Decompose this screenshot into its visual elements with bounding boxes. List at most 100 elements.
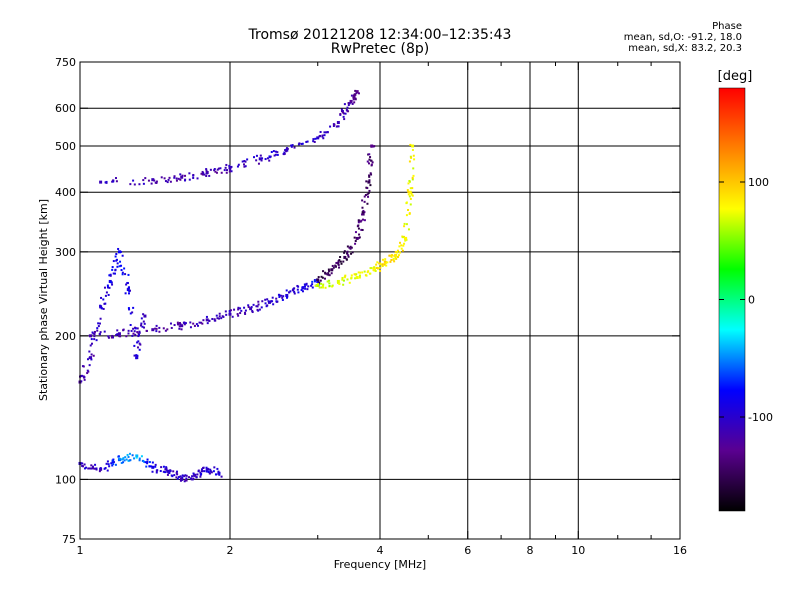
data-point: [331, 264, 334, 267]
data-point: [135, 354, 138, 357]
data-point: [142, 182, 145, 185]
data-point: [340, 262, 343, 265]
data-point: [99, 331, 102, 334]
data-point: [100, 296, 103, 299]
data-point: [205, 172, 208, 175]
data-point: [117, 332, 121, 336]
data-point: [218, 312, 221, 315]
data-point: [222, 315, 225, 318]
data-point: [252, 303, 255, 306]
data-point: [390, 255, 393, 258]
data-point: [210, 471, 213, 474]
data-point: [355, 276, 359, 280]
data-point: [352, 98, 355, 101]
data-point: [92, 467, 95, 470]
data-point: [338, 282, 341, 285]
data-point: [282, 295, 285, 298]
data-point: [138, 334, 141, 337]
data-point: [246, 158, 249, 161]
data-point: [369, 156, 372, 159]
data-point: [103, 330, 106, 333]
data-point: [354, 240, 357, 243]
data-point: [112, 272, 115, 275]
data-point: [305, 282, 308, 285]
data-point: [321, 284, 324, 287]
data-point: [178, 325, 181, 328]
data-point: [324, 286, 327, 289]
data-point: [95, 339, 98, 342]
data-point: [346, 106, 349, 109]
data-point: [88, 467, 91, 470]
data-point: [244, 309, 247, 312]
data-point: [111, 268, 114, 271]
data-point: [192, 176, 195, 179]
data-point: [179, 475, 182, 478]
data-point: [336, 121, 340, 125]
data-point: [265, 305, 268, 308]
data-point: [172, 470, 175, 473]
data-point: [164, 180, 167, 183]
data-point: [120, 250, 123, 253]
data-point: [395, 257, 398, 260]
data-point: [343, 251, 346, 254]
data-point: [268, 159, 271, 162]
x-tick-label: 16: [673, 544, 687, 557]
data-point: [357, 219, 360, 222]
data-point: [151, 470, 154, 473]
data-point: [240, 309, 243, 312]
data-point: [219, 167, 222, 170]
data-point: [144, 177, 147, 180]
data-point: [178, 322, 181, 325]
data-point: [293, 146, 296, 149]
data-point: [138, 330, 141, 333]
data-point: [327, 272, 330, 275]
data-point: [338, 259, 341, 262]
data-point: [367, 195, 370, 198]
data-point: [158, 330, 161, 333]
data-point: [228, 312, 232, 316]
data-point: [350, 246, 353, 249]
data-point: [114, 255, 117, 258]
data-point: [115, 180, 118, 183]
data-point: [257, 309, 260, 312]
data-point: [361, 211, 364, 214]
data-point: [162, 465, 165, 468]
data-point: [100, 307, 103, 310]
data-point: [223, 169, 226, 172]
data-point: [350, 276, 353, 279]
data-point: [398, 245, 401, 248]
data-point: [407, 182, 410, 185]
data-point: [205, 470, 208, 473]
data-point: [228, 170, 231, 173]
data-point: [99, 467, 102, 470]
data-point: [375, 267, 378, 270]
colorbar-tick-label: -100: [748, 411, 773, 424]
data-point: [405, 214, 408, 217]
data-point: [192, 472, 195, 475]
data-point: [312, 138, 315, 141]
data-point: [108, 286, 111, 289]
data-point: [166, 181, 169, 184]
data-point: [401, 236, 404, 239]
data-point: [267, 300, 271, 304]
data-point: [136, 327, 139, 330]
data-point: [128, 286, 131, 289]
data-point: [258, 308, 261, 311]
data-point: [133, 330, 136, 333]
data-point: [190, 478, 193, 481]
data-point: [111, 334, 114, 337]
data-point: [342, 283, 345, 286]
data-point: [188, 178, 191, 181]
data-point: [258, 157, 262, 161]
data-point: [206, 322, 209, 325]
data-point: [352, 94, 355, 97]
data-point: [122, 457, 125, 460]
data-point: [300, 289, 303, 292]
data-point: [81, 465, 84, 468]
data-point: [170, 326, 173, 329]
data-point: [396, 249, 399, 252]
data-point: [251, 310, 254, 313]
data-point: [208, 472, 211, 475]
data-point: [260, 159, 263, 162]
data-point: [220, 171, 223, 174]
